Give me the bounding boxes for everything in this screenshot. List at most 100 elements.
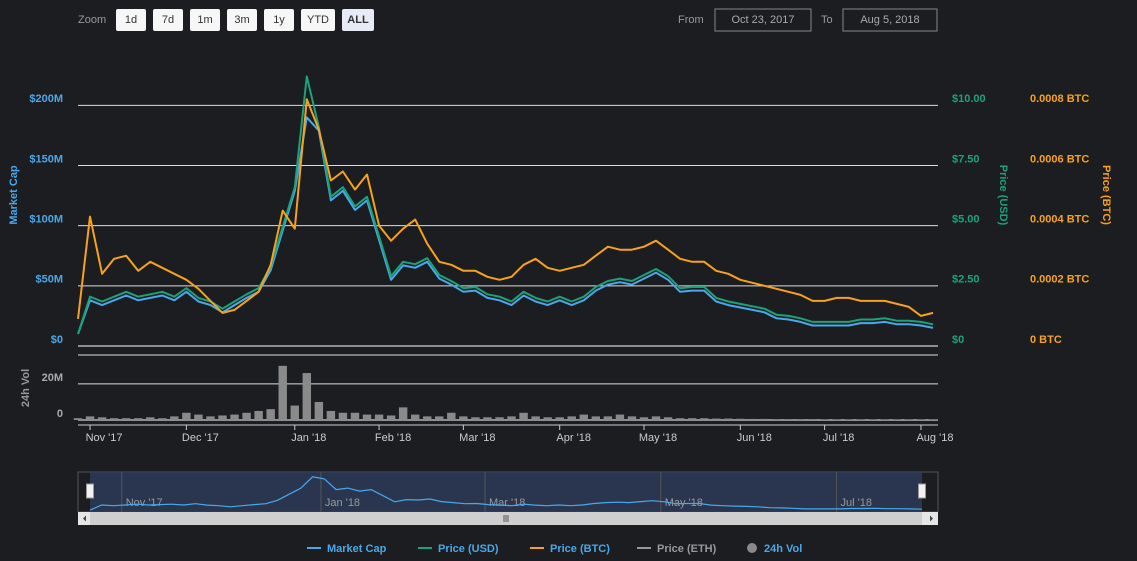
volume-bar [880,419,890,420]
zoom-button[interactable] [190,9,220,31]
volume-bar [242,412,251,420]
y-tick-label: 0.0008 BTC [1030,93,1089,105]
zoom-button-label[interactable]: 1d [125,14,137,26]
legend-symbol[interactable] [747,543,757,553]
zoom-button[interactable] [153,9,183,31]
legend-label[interactable]: 24h Vol [764,543,802,555]
volume-bar [278,365,287,420]
volume-bar [531,416,540,420]
y-tick-label: 0 [57,408,63,420]
to-label: To [821,14,833,26]
volume-bar [507,416,516,420]
x-tick-label: Jul '18 [823,432,854,444]
volume-bar [266,409,275,420]
from-input[interactable] [714,8,812,32]
volume-bar [447,412,456,420]
volume-bar [675,418,685,420]
y2-axis-title: Price (USD) [997,165,1009,226]
legend-label[interactable]: Price (USD) [438,543,499,555]
from-label: From [678,14,704,26]
y3-axis-title: Price (BTC) [1100,165,1112,225]
x-tick-label: Mar '18 [459,432,495,444]
volume-bar [856,419,865,420]
legend-label[interactable]: Price (BTC) [550,543,610,555]
zoom-button-label[interactable]: YTD [307,14,329,26]
navigator-line [89,476,923,511]
volume-bar [182,412,191,420]
legend-label[interactable]: Price (ETH) [657,543,717,555]
zoom-button[interactable] [301,9,335,31]
volume-bar [290,405,299,420]
to-input[interactable] [842,8,938,32]
volume-bar [543,417,552,420]
series-line [77,75,934,335]
zoom-button[interactable] [342,9,374,31]
zoom-button[interactable] [116,9,146,31]
navigator-label: Jul '18 [841,497,872,509]
y-tick-label: $50M [35,274,63,286]
volume-bar [772,419,781,420]
volume-bar [796,419,805,420]
volume-bar [483,417,492,420]
volume-bar [398,407,408,420]
navigator-handle[interactable] [918,483,926,499]
vol-axis-title: 24h Vol [20,369,32,407]
volume-bar [844,419,853,420]
volume-bar [350,412,360,420]
volume-bar [579,414,588,420]
zoom-button-label[interactable]: 3m [234,14,249,26]
volume-bar [519,412,528,420]
volume-bar [784,419,793,420]
y-tick-label: $150M [29,153,63,165]
zoom-button-label[interactable]: 7d [162,14,174,26]
volume-bar [146,417,155,420]
volume-bar [194,414,203,420]
zoom-button[interactable] [264,9,294,31]
volume-bar [326,410,336,420]
y-tick-label: $100M [29,214,63,226]
to-date[interactable]: Aug 5, 2018 [860,14,919,26]
x-tick-label: Aug '18 [916,432,953,444]
volume-bar [555,417,564,420]
volume-bar [97,417,107,420]
volume-bar [892,419,902,420]
volume-bar [471,417,480,420]
scrollbar-grip [503,515,509,522]
zoom-button-label[interactable]: 1y [273,14,285,26]
volume-bar [386,415,396,420]
volume-bar [724,418,733,420]
volume-bar [615,414,625,420]
y-tick-label: $2.50 [952,274,980,286]
x-tick-label: May '18 [639,432,677,444]
x-tick-label: Jun '18 [737,432,772,444]
x-tick-label: Nov '17 [86,432,123,444]
navigator-handle[interactable] [86,483,94,499]
y-tick-label: $5.00 [952,214,980,226]
volume-bar [133,418,143,420]
volume-bar [423,416,432,420]
from-date[interactable]: Oct 23, 2017 [732,14,795,26]
volume-bar [712,418,721,420]
zoom-button-label[interactable]: 1m [197,14,212,26]
volume-bar [206,416,215,420]
volume-bar [314,401,324,420]
x-tick-label: Dec '17 [182,432,219,444]
volume-bar [868,419,878,420]
y-tick-label: $0 [952,334,964,346]
legend-label[interactable]: Market Cap [327,543,387,555]
volume-bar [928,419,938,420]
volume-bar [639,417,649,420]
zoom-label: Zoom [78,14,106,26]
volume-bar [916,419,926,420]
x-tick-label: Jan '18 [291,432,326,444]
volume-bar [591,416,601,420]
volume-bar [109,418,119,420]
volume-bar [832,419,841,420]
zoom-button-label[interactable]: ALL [347,14,369,26]
y-tick-label: $0 [51,334,63,346]
volume-bar [820,419,829,420]
zoom-button[interactable] [227,9,257,31]
